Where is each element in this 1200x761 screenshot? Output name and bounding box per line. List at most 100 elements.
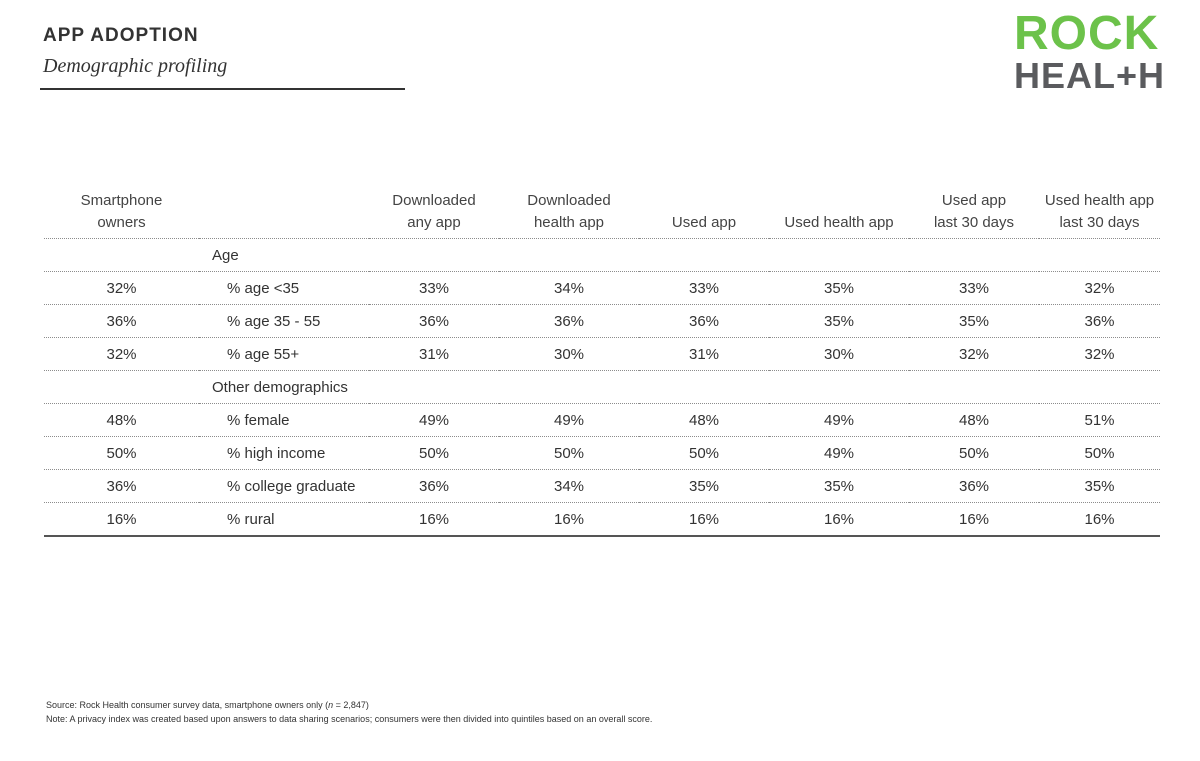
owners-cell: 36% xyxy=(44,469,199,503)
column-header-line1: Used app xyxy=(941,192,1007,209)
value-cell: 31% xyxy=(369,337,499,371)
value-cell: 33% xyxy=(909,271,1039,305)
section-row: Age xyxy=(44,238,1160,272)
value-cell: 30% xyxy=(769,337,909,371)
value-cell: 35% xyxy=(769,271,909,305)
value-cell: 36% xyxy=(369,304,499,338)
section-heading: Age xyxy=(199,238,1160,272)
page-title: APP ADOPTION xyxy=(43,25,199,46)
source-prefix: Source: Rock Health consumer survey data… xyxy=(46,700,329,710)
value-cell: 30% xyxy=(499,337,639,371)
value-cell: 35% xyxy=(639,469,769,503)
value-cell: 36% xyxy=(499,304,639,338)
value-cell: 36% xyxy=(1039,304,1160,338)
value-cell: 16% xyxy=(499,502,639,537)
row-label: % age <35 xyxy=(199,271,369,305)
column-header xyxy=(199,190,369,239)
table-row: 50%% high income 50% 50% 50% 49% 50% 50% xyxy=(44,436,1160,470)
column-header-line2: last 30 days xyxy=(933,214,1015,231)
owners-cell: 50% xyxy=(44,436,199,470)
owners-cell: 16% xyxy=(44,502,199,537)
column-header-line2 xyxy=(199,212,369,234)
row-label: % age 35 - 55 xyxy=(199,304,369,338)
value-cell: 50% xyxy=(1039,436,1160,470)
value-cell: 35% xyxy=(769,469,909,503)
column-header-line1: Smartphone xyxy=(80,192,163,209)
value-cell: 33% xyxy=(639,271,769,305)
row-label: % rural xyxy=(199,502,369,537)
column-header-line2: Used app xyxy=(671,214,737,231)
owners-cell: 36% xyxy=(44,304,199,338)
section-heading: Other demographics xyxy=(199,370,1160,404)
owners-cell: 32% xyxy=(44,271,199,305)
source-note: Source: Rock Health consumer survey data… xyxy=(46,698,652,712)
value-cell: 33% xyxy=(369,271,499,305)
value-cell: 36% xyxy=(369,469,499,503)
value-cell: 31% xyxy=(639,337,769,371)
value-cell: 32% xyxy=(909,337,1039,371)
value-cell: 49% xyxy=(769,403,909,437)
table-header-row: Smartphone owners Downloaded any app Downlo… xyxy=(44,190,1160,239)
section-spacer-cell xyxy=(44,370,199,404)
row-label: % female xyxy=(199,403,369,437)
privacy-note: Note: A privacy index was created based … xyxy=(46,714,653,724)
column-header-line1 xyxy=(639,190,769,212)
value-cell: 36% xyxy=(909,469,1039,503)
column-header: Used app last 30 days xyxy=(909,190,1039,239)
value-cell: 16% xyxy=(1039,502,1160,537)
column-header: Used app xyxy=(639,190,769,239)
row-label: % high income xyxy=(199,436,369,470)
value-cell: 16% xyxy=(639,502,769,537)
owners-cell: 48% xyxy=(44,403,199,437)
page-subtitle: Demographic profiling xyxy=(43,55,228,77)
column-header: Downloaded health app xyxy=(499,190,639,239)
table-row: 36%% age 35 - 55 36% 36% 36% 35% 35% 36% xyxy=(44,304,1160,338)
value-cell: 36% xyxy=(639,304,769,338)
value-cell: 35% xyxy=(909,304,1039,338)
source-suffix: = 2,847) xyxy=(333,700,369,710)
table-row: 36%% college graduate 36% 34% 35% 35% 36% 35% xyxy=(44,469,1160,503)
column-header: Smartphone owners xyxy=(44,190,199,239)
owners-cell: 32% xyxy=(44,337,199,371)
column-header-line2: Used health app xyxy=(784,214,894,231)
table-row: 16%% rural 16% 16% 16% 16% 16% 16% xyxy=(44,502,1160,537)
section-spacer-cell xyxy=(44,238,199,272)
value-cell: 49% xyxy=(369,403,499,437)
value-cell: 49% xyxy=(499,403,639,437)
column-header-line2: health app xyxy=(533,214,605,231)
demographics-table: Smartphone owners Downloaded any app Downlo… xyxy=(44,190,1160,537)
value-cell: 35% xyxy=(769,304,909,338)
demographics-table-container: Smartphone owners Downloaded any app Downlo… xyxy=(44,190,1160,537)
section-row: Other demographics xyxy=(44,370,1160,404)
column-header: Used health app last 30 days xyxy=(1039,190,1160,239)
value-cell: 16% xyxy=(369,502,499,537)
column-header: Downloaded any app xyxy=(369,190,499,239)
value-cell: 32% xyxy=(1039,337,1160,371)
value-cell: 48% xyxy=(639,403,769,437)
value-cell: 50% xyxy=(499,436,639,470)
table-body: Age 32%% age <35 33% 34% 33% 35% 33% 32% 36%% ag… xyxy=(44,238,1160,537)
column-header-line1: Downloaded xyxy=(527,192,611,209)
value-cell: 50% xyxy=(909,436,1039,470)
logo-health-text: HEAL+H xyxy=(1014,55,1166,96)
row-label: % college graduate xyxy=(199,469,369,503)
table-row: 48%% female 49% 49% 48% 49% 48% 51% xyxy=(44,403,1160,437)
value-cell: 48% xyxy=(909,403,1039,437)
column-header-line1 xyxy=(769,190,909,212)
rock-health-logo: ROCK HEAL+H xyxy=(1014,10,1164,94)
value-cell: 35% xyxy=(1039,469,1160,503)
column-header-line1: Used health app xyxy=(1044,192,1155,209)
value-cell: 50% xyxy=(639,436,769,470)
column-header: Used health app xyxy=(769,190,909,239)
value-cell: 34% xyxy=(499,271,639,305)
value-cell: 16% xyxy=(909,502,1039,537)
value-cell: 32% xyxy=(1039,271,1160,305)
value-cell: 50% xyxy=(369,436,499,470)
value-cell: 49% xyxy=(769,436,909,470)
column-header-line2: any app xyxy=(407,214,461,231)
row-label: % age 55+ xyxy=(199,337,369,371)
column-header-line2: last 30 days xyxy=(1059,214,1140,231)
column-header-line1: Downloaded xyxy=(392,192,476,209)
column-header-line1 xyxy=(199,190,369,212)
value-cell: 16% xyxy=(769,502,909,537)
